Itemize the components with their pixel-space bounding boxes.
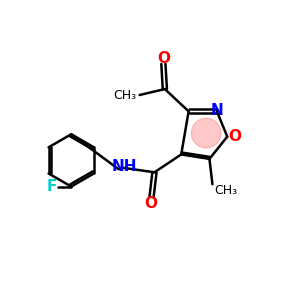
Text: CH₃: CH₃	[214, 184, 237, 197]
Text: O: O	[157, 51, 170, 66]
Text: O: O	[144, 196, 158, 211]
Text: F: F	[47, 179, 57, 194]
Text: N: N	[211, 103, 223, 118]
Circle shape	[191, 118, 221, 148]
Text: CH₃: CH₃	[113, 89, 136, 102]
Text: NH: NH	[112, 159, 137, 174]
Text: O: O	[228, 129, 241, 144]
